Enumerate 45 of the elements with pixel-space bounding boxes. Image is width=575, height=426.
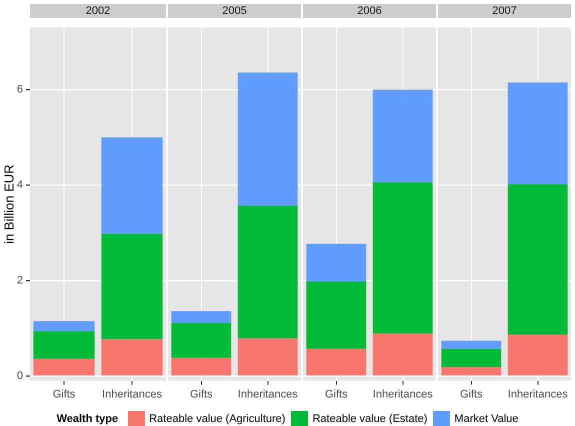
x-tick-label: Inheritances (102, 388, 162, 400)
chart-title: 2006 (303, 4, 436, 18)
x-tick-label: Gifts (52, 388, 76, 400)
bar (508, 334, 568, 376)
y-axis-title: in Billion EUR (1, 164, 16, 244)
x-tick-label: Inheritances (238, 388, 298, 400)
legend-title: Wealth type (56, 413, 118, 425)
chart-title: 2007 (438, 4, 571, 18)
legend-label: Rateable value (Estate) (312, 413, 428, 425)
bar (441, 348, 502, 367)
bar (306, 244, 366, 282)
bar (171, 311, 232, 324)
bar (101, 137, 163, 234)
bar (238, 338, 298, 376)
x-tick-label: Inheritances (508, 388, 568, 400)
bar (238, 206, 298, 338)
bar (171, 323, 232, 358)
bar (306, 282, 366, 349)
bar (372, 90, 433, 182)
y-tick-label: 0 (16, 370, 23, 382)
bar (101, 234, 163, 340)
bar (306, 348, 366, 376)
bar (238, 72, 298, 206)
y-tick-label: 2 (16, 274, 23, 287)
bar (441, 340, 502, 349)
bar (33, 331, 95, 359)
legend-label: Rateable value (Agriculture) (149, 413, 286, 425)
legend-label: Market Value (454, 413, 518, 425)
bar (508, 82, 568, 184)
x-tick-label: Gifts (324, 388, 348, 400)
x-tick-label: Inheritances (372, 388, 434, 400)
bar (372, 334, 433, 376)
bar (372, 182, 433, 334)
bar (508, 184, 568, 334)
x-tick-label: Gifts (190, 388, 214, 400)
y-tick-label: 4 (16, 179, 23, 192)
x-tick-label: Gifts (460, 388, 484, 400)
bar (33, 321, 95, 332)
bar (441, 366, 502, 376)
chart-title: 2005 (168, 4, 301, 18)
chart-title: 2002 (30, 4, 166, 18)
bar (33, 358, 95, 376)
y-tick-label: 6 (16, 84, 23, 96)
bar (171, 358, 232, 376)
bar (101, 339, 163, 376)
